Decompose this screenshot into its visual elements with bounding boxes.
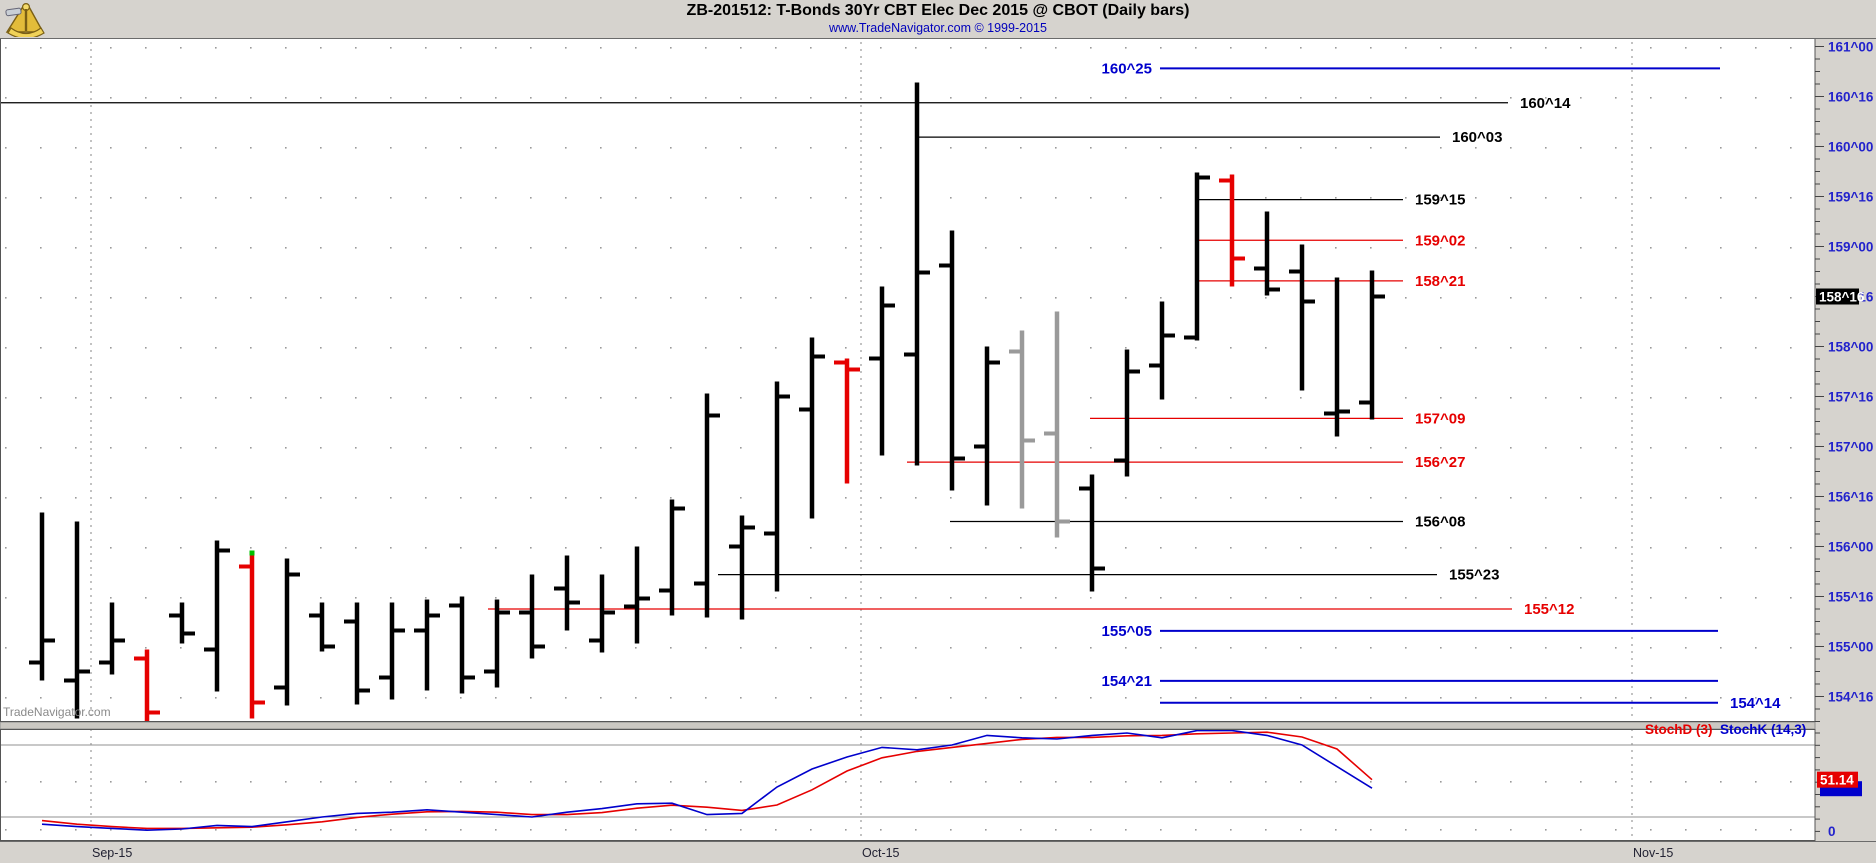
ohlc-bar: [869, 286, 895, 456]
ohlc-bar: [484, 599, 510, 688]
ohlc-bar: [344, 602, 370, 705]
price-axis-label: 154^16: [1828, 690, 1874, 705]
current-price-box: [1816, 288, 1859, 305]
price-panel[interactable]: [0, 39, 1815, 722]
stoch-d-value-box: [1817, 771, 1858, 788]
price-axis-label: 157^00: [1828, 440, 1873, 455]
ohlc-bar: [239, 550, 265, 719]
price-level-label: 156^27: [1415, 454, 1465, 471]
ohlc-bar: [1254, 211, 1280, 296]
price-axis-label: 157^16: [1828, 390, 1874, 405]
ohlc-bar: [974, 346, 1000, 506]
stoch-d-legend[interactable]: StochD (3): [1645, 722, 1713, 737]
chart-header: [0, 0, 1876, 39]
ohlc-bar: [99, 602, 125, 675]
ohlc-bar: [519, 574, 545, 659]
ohlc-bar: [799, 337, 825, 519]
ohlc-bar: [274, 558, 300, 706]
date-label: Nov-15: [1633, 846, 1673, 860]
stoch-zero-label: 0: [1828, 824, 1836, 839]
stoch-panel-border: [0, 729, 1816, 841]
ohlc-bar: [169, 602, 195, 644]
chart-title: ZB-201512: T-Bonds 30Yr CBT Elec Dec 201…: [686, 2, 1190, 19]
price-level-label: 155^23: [1449, 567, 1499, 584]
price-axis-label: 160^16: [1828, 90, 1874, 105]
ohlc-bar: [939, 230, 965, 491]
ohlc-bar: [1359, 270, 1385, 420]
price-axis-label: 156^00: [1828, 540, 1873, 555]
trade-navigator-logo-icon[interactable]: [3, 1, 49, 37]
ohlc-bar: [1044, 311, 1070, 538]
date-label: Oct-15: [862, 846, 900, 860]
price-level-label: 155^12: [1524, 601, 1574, 618]
ohlc-bar: [589, 574, 615, 653]
date-label: Sep-15: [92, 846, 132, 860]
ohlc-bar: [834, 358, 860, 484]
price-level-label: 155^05: [1102, 623, 1152, 640]
ohlc-bar: [1079, 474, 1105, 592]
price-level-label: 160^14: [1520, 95, 1571, 112]
ohlc-bar: [134, 649, 160, 721]
stoch-k-line: [41, 729, 1373, 832]
ohlc-bar: [1009, 330, 1035, 509]
watermark: TradeNavigator.com: [3, 705, 111, 719]
price-axis-band[interactable]: [1815, 38, 1876, 863]
ohlc-bar: [554, 555, 580, 631]
ohlc-bar: [1114, 349, 1140, 477]
price-axis-label: 161^00: [1828, 40, 1873, 55]
price-axis-label: 156^16: [1828, 490, 1874, 505]
price-level-label: 154^14: [1730, 695, 1781, 712]
ohlc-bar: [29, 512, 55, 681]
price-axis-label: 160^00: [1828, 140, 1873, 155]
stochastic-panel[interactable]: [0, 729, 1815, 840]
stoch-k-legend[interactable]: StochK (14,3): [1720, 722, 1807, 737]
ohlc-bar: [1219, 174, 1245, 287]
ohlc-bar: [1324, 277, 1350, 437]
price-axis-label: 158^00: [1828, 340, 1873, 355]
price-axis-label: 155^00: [1828, 640, 1873, 655]
stoch-d-value-label: 51.14: [1820, 773, 1854, 788]
ohlc-bar: [1184, 172, 1210, 341]
current-price-label: 158^16: [1819, 290, 1865, 305]
price-level-label: 160^25: [1102, 60, 1152, 77]
panel-splitter[interactable]: [0, 721, 1816, 730]
ohlc-bar: [204, 540, 230, 692]
ohlc-bar: [659, 499, 685, 616]
ohlc-bar: [379, 602, 405, 700]
ohlc-bar: [1149, 301, 1175, 400]
price-level-label: 159^15: [1415, 192, 1465, 209]
price-axis-label: 155^16: [1828, 590, 1874, 605]
ohlc-bar: [729, 515, 755, 620]
ohlc-bar: [694, 393, 720, 618]
price-level-label: 159^02: [1415, 232, 1465, 249]
ohlc-bar: [414, 599, 440, 691]
ohlc-bar: [1289, 244, 1315, 391]
price-level-label: 160^03: [1452, 129, 1502, 146]
ohlc-bar: [904, 82, 930, 466]
price-level-label: 157^09: [1415, 410, 1465, 427]
green-high-tick: [249, 550, 255, 556]
price-axis-label: 159^16: [1828, 190, 1874, 205]
price-level-label: 154^21: [1102, 673, 1152, 690]
ohlc-bar: [64, 521, 90, 719]
ohlc-bar: [764, 381, 790, 592]
price-level-label: 158^21: [1415, 273, 1465, 290]
ohlc-bar: [309, 602, 335, 652]
chart-subtitle: www.TradeNavigator.com © 1999-2015: [829, 21, 1047, 35]
price-level-label: 156^08: [1415, 514, 1465, 531]
price-axis-label: 159^00: [1828, 240, 1873, 255]
date-axis-band[interactable]: [0, 841, 1876, 863]
ohlc-bar: [624, 546, 650, 644]
ohlc-bar: [449, 596, 475, 694]
